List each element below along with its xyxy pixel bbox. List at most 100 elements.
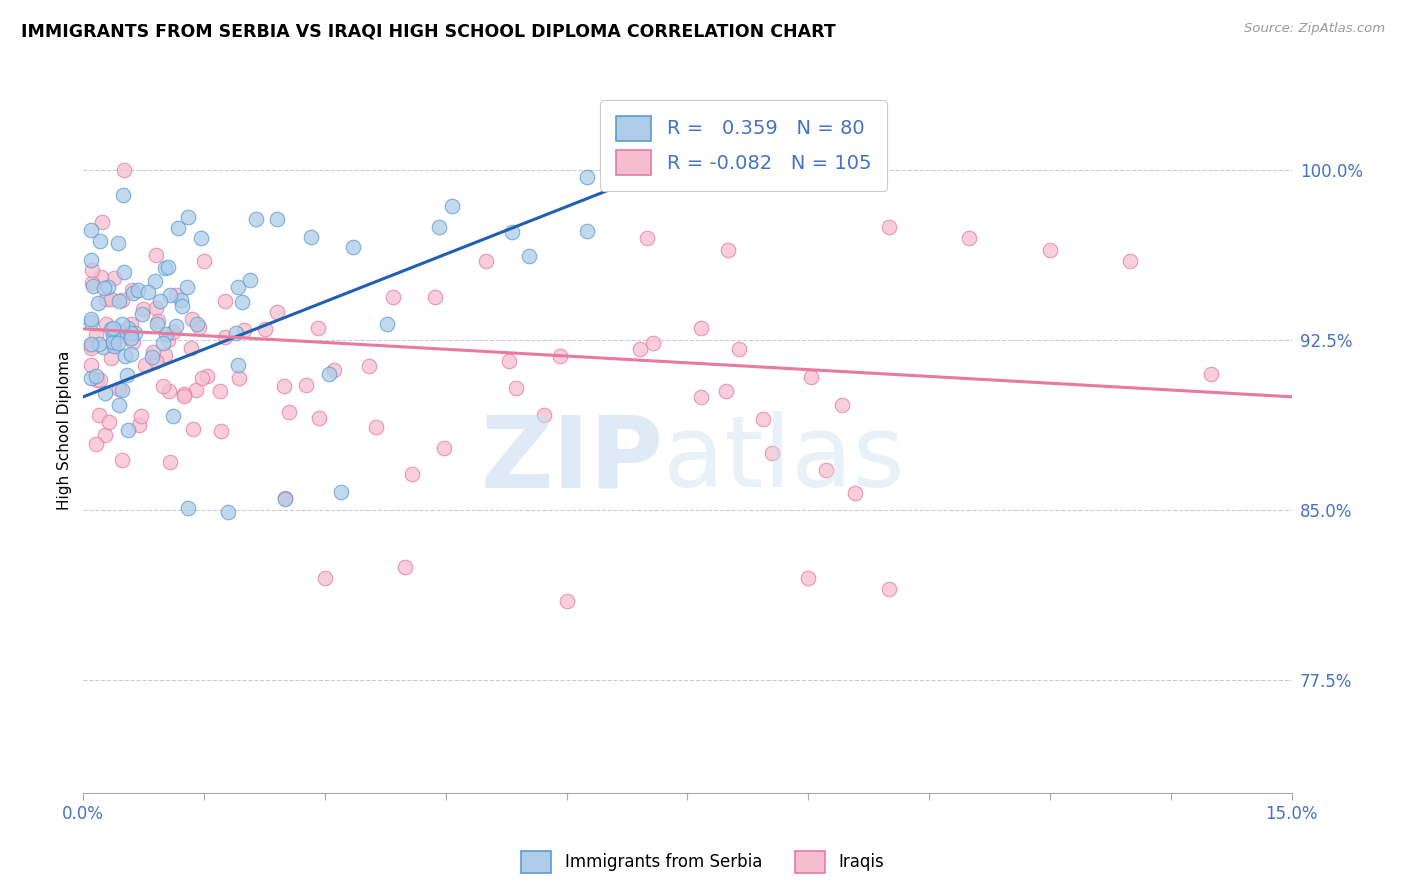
- Point: [245, 211, 267, 226]
- Point: [475, 254, 498, 268]
- Y-axis label: High School Diploma: High School Diploma: [58, 351, 72, 510]
- Point: [173, 387, 195, 401]
- Point: [100, 351, 122, 365]
- Point: [209, 384, 232, 399]
- Point: [815, 463, 838, 477]
- Point: [239, 273, 262, 287]
- Point: [87, 336, 110, 351]
- Point: [184, 383, 207, 397]
- Point: [87, 296, 110, 310]
- Point: [93, 427, 115, 442]
- Point: [89, 235, 111, 249]
- Point: [181, 422, 204, 436]
- Point: [93, 340, 115, 354]
- Point: [101, 320, 124, 334]
- Point: [107, 235, 129, 250]
- Point: [226, 359, 249, 373]
- Point: [84, 368, 107, 383]
- Point: [423, 290, 446, 304]
- Point: [124, 326, 146, 341]
- Point: [641, 336, 664, 351]
- Point: [761, 446, 783, 460]
- Point: [97, 280, 120, 294]
- Point: [217, 505, 239, 519]
- Point: [342, 239, 364, 253]
- Point: [394, 559, 416, 574]
- Point: [159, 288, 181, 302]
- Point: [100, 322, 122, 336]
- Point: [717, 243, 740, 257]
- Point: [80, 311, 103, 326]
- Point: [110, 324, 132, 338]
- Point: [180, 341, 202, 355]
- Point: [533, 408, 555, 422]
- Point: [122, 286, 145, 301]
- Point: [177, 210, 200, 224]
- Point: [190, 371, 212, 385]
- Point: [115, 368, 138, 382]
- Point: [117, 423, 139, 437]
- Point: [555, 593, 578, 607]
- Point: [689, 390, 711, 404]
- Point: [209, 424, 232, 438]
- Point: [165, 318, 187, 333]
- Point: [80, 338, 103, 352]
- Point: [145, 317, 167, 331]
- Point: [120, 331, 142, 345]
- Point: [112, 265, 135, 279]
- Point: [80, 223, 103, 237]
- Point: [273, 379, 295, 393]
- Text: Source: ZipAtlas.com: Source: ZipAtlas.com: [1244, 22, 1385, 36]
- Point: [131, 307, 153, 321]
- Point: [152, 378, 174, 392]
- Point: [294, 377, 316, 392]
- Point: [146, 314, 169, 328]
- Point: [90, 215, 112, 229]
- Point: [727, 342, 749, 356]
- Point: [80, 336, 103, 351]
- Point: [314, 571, 336, 585]
- Point: [359, 359, 381, 373]
- Point: [714, 384, 737, 399]
- Point: [308, 410, 330, 425]
- Point: [831, 398, 853, 412]
- Point: [84, 327, 107, 342]
- Point: [134, 359, 156, 373]
- Point: [86, 373, 108, 387]
- Point: [307, 321, 329, 335]
- Point: [957, 231, 980, 245]
- Point: [89, 270, 111, 285]
- Point: [108, 398, 131, 412]
- Point: [89, 409, 111, 423]
- Point: [117, 328, 139, 343]
- Point: [111, 188, 134, 202]
- Point: [80, 341, 103, 355]
- Point: [89, 373, 111, 387]
- Point: [299, 230, 322, 244]
- Point: [630, 343, 652, 357]
- Point: [548, 349, 571, 363]
- Point: [111, 293, 134, 307]
- Point: [107, 336, 129, 351]
- Point: [877, 582, 900, 597]
- Point: [107, 382, 129, 396]
- Point: [107, 294, 129, 309]
- Point: [129, 409, 152, 423]
- Point: [517, 249, 540, 263]
- Point: [101, 334, 124, 349]
- Point: [254, 322, 277, 336]
- Point: [278, 405, 301, 419]
- Point: [94, 317, 117, 331]
- Point: [131, 301, 153, 316]
- Point: [98, 415, 121, 429]
- Point: [82, 262, 104, 277]
- Point: [103, 328, 125, 343]
- Point: [121, 283, 143, 297]
- Point: [145, 301, 167, 315]
- Point: [112, 163, 135, 178]
- Point: [1199, 367, 1222, 381]
- Point: [844, 486, 866, 500]
- Text: ZIP: ZIP: [481, 411, 664, 508]
- Point: [152, 336, 174, 351]
- Point: [689, 321, 711, 335]
